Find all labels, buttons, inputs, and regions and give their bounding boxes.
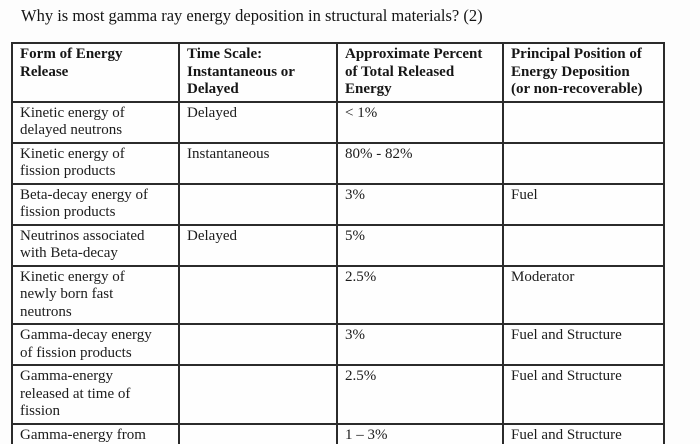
table-cell: Beta-decay energy of fission products — [11, 182, 180, 226]
table-row-gamma-decay-energy: Gamma-decay energy of fission products 3… — [11, 323, 665, 366]
table-row-beta-decay-energy: Beta-decay energy of fission products 3%… — [11, 182, 665, 226]
table-cell — [178, 422, 338, 444]
table-row-neutrinos: Neutrinos associated with Beta-decay Del… — [11, 223, 665, 267]
table-cell — [178, 364, 338, 425]
table-row-delayed-neutrons: Kinetic energy of delayed neutrons Delay… — [11, 100, 665, 144]
table-cell: 3% — [336, 323, 504, 366]
table-cell: Instantaneous — [178, 141, 338, 185]
table-row-fission-products-kinetic: Kinetic energy of fission products Insta… — [11, 141, 665, 185]
column-header-form-of-energy-release: Form of Energy Release — [11, 42, 180, 103]
table-cell — [502, 223, 665, 267]
table-cell — [178, 264, 338, 325]
table-cell: Gamma-decay energy of fission products — [11, 323, 180, 366]
table-cell: Gamma-energy from neutron capture — [11, 422, 180, 444]
table-cell — [178, 323, 338, 366]
column-header-approximate-percent: Approximate Percent of Total Released En… — [336, 42, 504, 103]
energy-deposition-table: Form of Energy Release Time Scale: Insta… — [11, 42, 665, 444]
table-row-gamma-energy-fission: Gamma-energy released at time of fission… — [11, 364, 665, 425]
table-cell: Fuel and Structure — [502, 364, 665, 425]
table-row-gamma-energy-capture: Gamma-energy from neutron capture 1 – 3%… — [11, 422, 665, 444]
table-cell: Kinetic energy of newly born fast neutro… — [11, 264, 180, 325]
table-cell: Delayed — [178, 223, 338, 267]
table-cell: Delayed — [178, 100, 338, 144]
table-cell: 3% — [336, 182, 504, 226]
table-cell: < 1% — [336, 100, 504, 144]
table-cell: Gamma-energy released at time of fission — [11, 364, 180, 425]
table-cell: 80% - 82% — [336, 141, 504, 185]
page-title: Why is most gamma ray energy deposition … — [21, 6, 483, 25]
table-cell: Kinetic energy of fission products — [11, 141, 180, 185]
table-cell: Kinetic energy of delayed neutrons — [11, 100, 180, 144]
table-cell: Neutrinos associated with Beta-decay — [11, 223, 180, 267]
table-row-fast-neutrons: Kinetic energy of newly born fast neutro… — [11, 264, 665, 325]
table-cell: 2.5% — [336, 364, 504, 425]
column-header-principal-position: Principal Position of Energy Deposition … — [502, 42, 665, 103]
table-cell: Moderator — [502, 264, 665, 325]
table-cell — [178, 182, 338, 226]
table-cell — [502, 141, 665, 185]
table-cell — [502, 100, 665, 144]
table-cell: Fuel and Structure — [502, 323, 665, 366]
table-cell: 5% — [336, 223, 504, 267]
table-cell: Fuel — [502, 182, 665, 226]
table-header-row: Form of Energy Release Time Scale: Insta… — [11, 42, 665, 103]
table-cell: 2.5% — [336, 264, 504, 325]
table-cell: 1 – 3% — [336, 422, 504, 444]
table-cell: Fuel and Structure — [502, 422, 665, 444]
column-header-time-scale: Time Scale: Instantaneous or Delayed — [178, 42, 338, 103]
